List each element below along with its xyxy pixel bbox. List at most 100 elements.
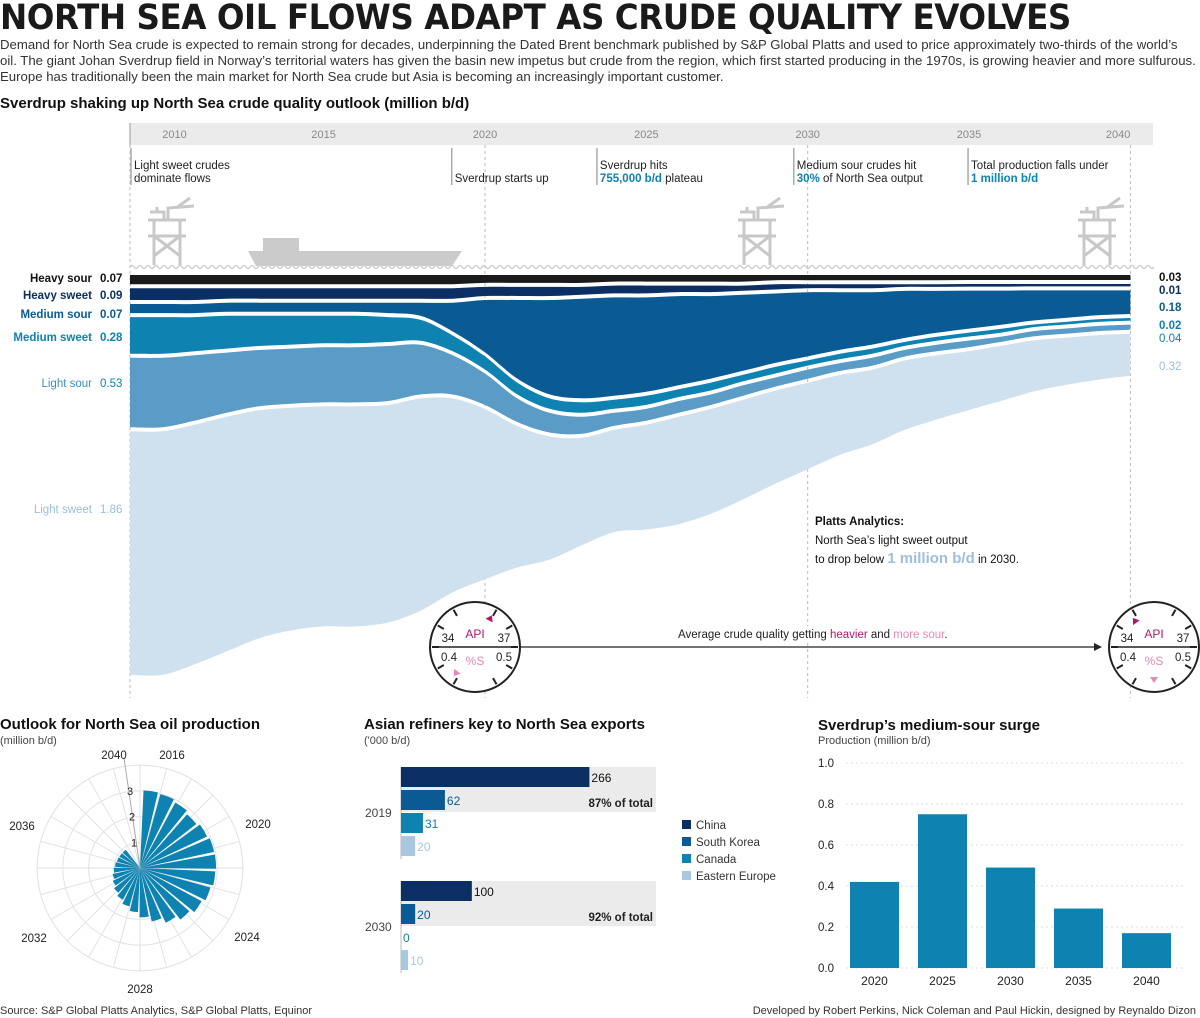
platform-part [1078,218,1116,265]
quality-caption-part: more sour [893,629,945,641]
gauge-start-api-pointer [485,615,493,623]
sverdrup-surge-chart: 0.0 0.2 0.4 0.6 0.8 1.0 2020 2025 2030 2035 2040 [818,758,1186,988]
sv-xtick-2020: 2020 [861,974,888,988]
production-outlook-subtitle: (million b/d) [0,735,57,747]
legend-swatch-eastern-europe [682,871,691,880]
gauge-end-s-max: 0.5 [1175,652,1191,664]
radial-year-2036: 2036 [9,821,35,833]
legend-label-canada: Canada [696,854,737,866]
milestone-3-line1: Medium sour crudes hit [797,160,917,172]
bar-label-2030-china: 100 [474,885,494,899]
milestone-4-line1: Total production falls under [971,160,1109,172]
milestone-3-line2: 30% of North Sea output [797,173,924,185]
page-title: NORTH SEA OIL FLOWS ADAPT AS CRUDE QUALI… [0,0,1071,38]
source-note: Source: S&P Global Platts Analytics, S&P… [0,1005,313,1017]
gauge-start-s-max: 0.5 [496,652,512,664]
production-outlook-chart: 1 2 3 2016 2020 2024 2028 2032 2036 2040 [9,750,271,996]
left-value-heavy-sweet: 0.09 [100,290,122,302]
milestone-2-line1: Sverdrup hits [600,160,668,172]
intro-paragraph: Demand for North Sea crude is expected t… [0,37,1196,84]
gauge-start-tick [505,624,513,630]
left-value-medium-sweet: 0.28 [100,332,123,344]
annotation-highlight: 1 million b/d [887,550,975,567]
left-value-heavy-sour: 0.07 [100,273,122,285]
sv-bar-2035 [1054,908,1103,968]
radial-tick-1: 1 [131,837,137,849]
radial-bar-2029 [139,868,149,918]
sv-bar-2040 [1122,933,1171,968]
sv-bar-2020 [850,881,899,968]
milestone-3-highlight: 30% [797,173,820,185]
bar-label-2019-canada: 31 [425,817,439,831]
gauge-end-tick [1131,609,1137,617]
annotation-pre: to drop below [815,554,887,566]
legend-swatch-canada [682,854,691,863]
oil-platform-icon [1078,196,1125,265]
sv-bar-2030 [986,867,1035,968]
gauge-start-tick [492,677,498,685]
sv-ytick-1.0: 1.0 [818,758,834,770]
annotation-line2: to drop below 1 million b/d in 2030. [815,550,1019,567]
legend-label-china: China [696,820,727,832]
sv-bar-2025 [918,814,967,968]
axis-tick-2015: 2015 [311,129,335,141]
annotation-title: Platts Analytics: [815,516,904,528]
gauge-start-tick [437,624,445,630]
stream-medium-sour [130,290,1131,399]
bar-2019-south-korea [401,790,445,810]
milestone-4-highlight: 1 million b/d [971,173,1038,185]
annotation-post: in 2030. [975,554,1019,566]
platform-part [738,218,776,265]
stream-heavy-sour [130,275,1131,285]
group-year-2030: 2030 [365,920,392,934]
total-label-2030: 92% of total [588,912,653,924]
radial-bar-2034 [112,868,140,886]
gauge-end-s-min: 0.4 [1120,652,1137,664]
radial-bar-2028 [140,868,162,922]
axis-tick-2010: 2010 [162,129,186,141]
radial-spoke [112,768,141,869]
sea-waves [129,264,1155,270]
radial-bar-2021 [140,838,215,868]
radial-axis [123,757,141,869]
milestone-3-rest: of North Sea output [820,173,924,185]
right-value-light-sweet: 0.32 [1159,361,1181,373]
radial-spoke [40,840,141,869]
radial-bar-2037 [115,862,140,868]
sv-xtick-2030: 2030 [997,974,1024,988]
gauge-end-tick [1171,609,1177,617]
bar-label-2030-south-korea: 20 [417,908,431,922]
gauge-start-tick [492,609,498,617]
sv-xtick-2035: 2035 [1065,974,1092,988]
group-year-2019: 2019 [365,806,392,820]
axis-band [130,123,1153,145]
milestone-0-text: dominate flows [134,173,211,185]
radial-year-2016: 2016 [159,750,185,762]
platform-part [740,196,785,220]
quality-caption-part: Average crude quality getting [678,629,830,641]
radial-bar-2033 [114,868,140,893]
radial-bar-2025 [140,868,202,913]
sverdrup-surge-subtitle: Production (million b/d) [818,735,931,747]
gauge-end-tick [1116,624,1124,630]
platform-part [150,196,195,220]
radial-bar-2018 [140,802,187,868]
bar-label-2030-canada: 0 [403,931,410,945]
radial-year-2024: 2024 [234,932,260,944]
radial-bar-2027 [140,868,176,923]
milestone-2-line2: 755,000 b/d plateau [600,173,703,185]
bar-label-2019-south-korea: 62 [447,794,461,808]
bar-2019-canada [401,813,423,833]
platform-part [1080,196,1125,220]
sv-ytick-0.0: 0.0 [818,963,834,975]
asian-refiners-chart: 266 62 31 20 87% of total 2019 100 20 010 92% of … [365,767,776,973]
platform-part [148,218,186,265]
right-value-light-sour: 0.04 [1159,333,1182,345]
left-label-medium-sweet: Medium sweet [13,332,92,344]
left-label-light-sweet: Light sweet [34,504,93,516]
radial-bar-2020 [140,824,208,868]
flows-chart-title: Sverdrup shaking up North Sea crude qual… [0,95,470,112]
radial-year-2020: 2020 [245,819,271,831]
bar-label-2030-eastern-europe: 10 [410,954,424,968]
stream-light-sour [130,324,1131,435]
